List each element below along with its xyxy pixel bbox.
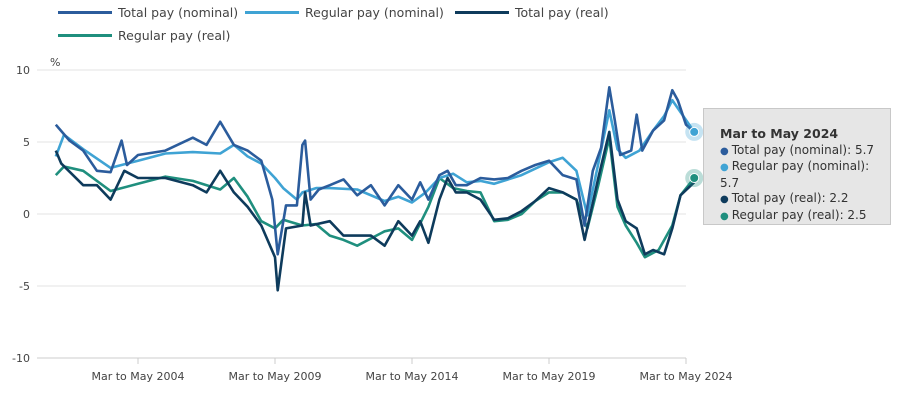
tooltip-row: ● Regular pay (nominal): 5.7 xyxy=(720,159,890,191)
legend-label: Regular pay (nominal) xyxy=(305,5,444,20)
y-tick-label: 10 xyxy=(16,64,30,77)
bullet-icon: ● xyxy=(720,162,729,173)
tooltip-row-label: Regular pay (real): 2.5 xyxy=(731,207,867,222)
tooltip-row-label: Total pay (nominal): 5.7 xyxy=(731,142,875,157)
legend-item-total-real[interactable]: Total pay (real) xyxy=(455,5,609,20)
tooltip-row-label: Regular pay (nominal): 5.7 xyxy=(720,159,870,190)
series-line-total-pay-real xyxy=(54,130,696,292)
legend-label: Regular pay (real) xyxy=(118,28,231,43)
x-tick-label: Mar to May 2019 xyxy=(502,370,595,383)
tooltip-row: ● Total pay (real): 2.2 xyxy=(720,191,890,208)
legend-swatch xyxy=(58,11,112,14)
y-tick-label: -10 xyxy=(12,352,30,365)
bullet-icon: ● xyxy=(720,210,729,222)
y-axis-unit: % xyxy=(50,56,60,69)
legend-item-total-nominal[interactable]: Total pay (nominal) xyxy=(58,5,238,20)
x-tick-label: Mar to May 2024 xyxy=(639,370,732,383)
tooltip-row: ● Total pay (nominal): 5.7 xyxy=(720,143,890,160)
hover-marker[interactable] xyxy=(689,126,700,137)
legend-swatch xyxy=(245,11,299,14)
hover-marker[interactable] xyxy=(689,173,700,183)
tooltip: Mar to May 2024 ● Total pay (nominal): 5.… xyxy=(703,108,891,225)
legend-label: Total pay (nominal) xyxy=(118,5,239,20)
legend-item-regular-real[interactable]: Regular pay (real) xyxy=(58,28,230,43)
tooltip-row: ● Regular pay (real): 2.5 xyxy=(720,208,890,225)
tooltip-row-label: Total pay (real): 2.2 xyxy=(731,191,849,205)
y-tick-label: 5 xyxy=(23,136,30,149)
bullet-icon: ● xyxy=(720,194,729,205)
series-line-total-pay-nominal xyxy=(54,86,696,256)
bullet-icon: ● xyxy=(720,145,729,157)
legend-swatch xyxy=(58,34,112,37)
legend-label: Total pay (real) xyxy=(515,5,609,20)
legend-item-regular-nominal[interactable]: Regular pay (nominal) xyxy=(245,5,444,20)
legend-swatch xyxy=(455,11,509,14)
tooltip-title: Mar to May 2024 xyxy=(720,126,839,141)
x-tick-label: Mar to May 2004 xyxy=(91,370,184,383)
y-tick-label: -5 xyxy=(19,280,30,293)
x-tick-label: Mar to May 2014 xyxy=(365,370,458,383)
x-tick-label: Mar to May 2009 xyxy=(228,370,321,383)
y-tick-label: 0 xyxy=(23,208,30,221)
